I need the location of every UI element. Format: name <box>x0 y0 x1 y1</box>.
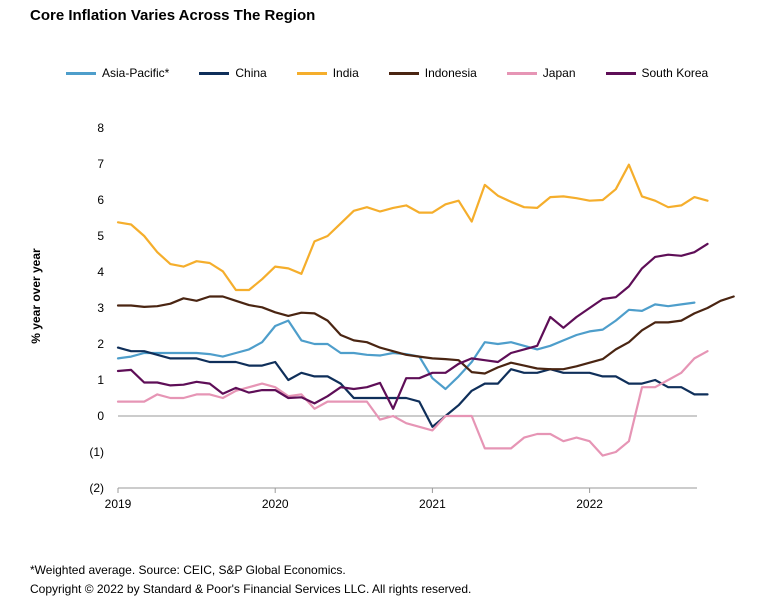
legend-item: Asia-Pacific* <box>66 66 169 80</box>
y-tick-label: 6 <box>97 193 104 207</box>
legend-label: China <box>235 66 267 80</box>
legend-item: China <box>199 66 267 80</box>
chart-title: Core Inflation Varies Across The Region <box>30 7 316 24</box>
chart-axes: 8 7 6 5 4 3 2 1 0 (1) (2) % year over year 2019 2020 2… <box>29 121 697 511</box>
legend-item: India <box>296 66 359 80</box>
y-tick-label: 2 <box>97 337 104 351</box>
y-tick-label: 0 <box>97 409 104 423</box>
x-tick-label: 2019 <box>105 497 132 511</box>
y-tick-label: 7 <box>97 157 104 171</box>
legend-label: South Korea <box>641 66 709 80</box>
legend-label: Indonesia <box>424 66 477 80</box>
y-tick-label: 8 <box>97 121 104 135</box>
series-line-south-korea <box>116 242 709 410</box>
legend-swatch <box>296 71 327 75</box>
y-tick-label: 5 <box>97 229 104 243</box>
series-line-japan <box>116 350 709 457</box>
legend-label: Asia-Pacific* <box>102 66 170 80</box>
y-axis-label: % year over year <box>29 248 43 344</box>
y-tick-label: (2) <box>89 481 104 495</box>
x-tick-label: 2021 <box>419 497 446 511</box>
chart-legend: Asia-Pacific* China India Indonesia Japan Sou… <box>66 66 738 80</box>
legend-item: Indonesia <box>388 66 477 80</box>
chart-series <box>116 163 735 457</box>
x-tick-label: 2022 <box>576 497 603 511</box>
series-line-india <box>116 163 709 292</box>
legend-label: India <box>332 66 359 80</box>
legend-swatch <box>506 71 537 75</box>
legend-item: Japan <box>506 66 576 80</box>
line-chart: 8 7 6 5 4 3 2 1 0 (1) (2) % year over year 2019 2020 2… <box>29 121 735 511</box>
legend-label: Japan <box>542 66 576 80</box>
series-line-china <box>116 346 709 428</box>
copyright-note: Copyright © 2022 by Standard & Poor's Fi… <box>30 582 472 596</box>
legend-item: South Korea <box>605 66 709 80</box>
legend-swatch <box>66 71 96 75</box>
y-tick-label: 4 <box>97 265 104 279</box>
legend-swatch <box>605 71 636 75</box>
legend-swatch <box>199 71 230 75</box>
y-tick-label: (1) <box>89 445 104 459</box>
source-note: *Weighted average. Source: CEIC, S&P Glo… <box>30 563 346 577</box>
x-tick-label: 2020 <box>262 497 289 511</box>
chart-notes: *Weighted average. Source: CEIC, S&P Glo… <box>30 561 471 599</box>
series-line-indonesia <box>116 295 735 375</box>
legend-swatch <box>388 71 419 75</box>
y-tick-label: 1 <box>97 373 104 387</box>
y-tick-label: 3 <box>97 301 104 315</box>
